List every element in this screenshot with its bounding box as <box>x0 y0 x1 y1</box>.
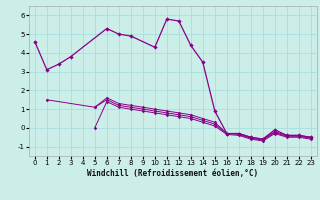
X-axis label: Windchill (Refroidissement éolien,°C): Windchill (Refroidissement éolien,°C) <box>87 169 258 178</box>
